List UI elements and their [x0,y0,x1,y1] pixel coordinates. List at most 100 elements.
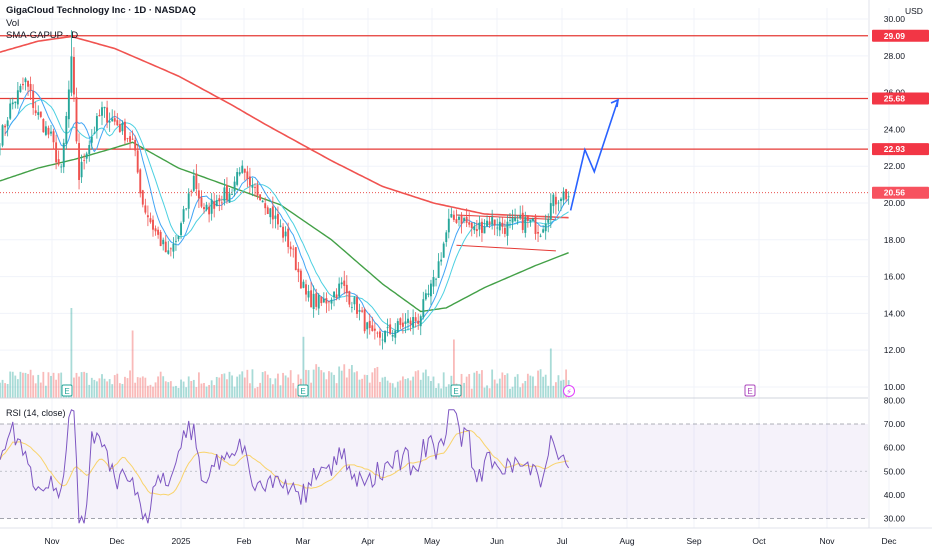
indicator-label[interactable]: SMA-GAPUP · D [6,30,79,41]
candle-body [277,213,279,225]
volume-bar [412,376,414,398]
candle-body [554,196,557,205]
candle-body [325,298,328,304]
volume-bar [424,369,427,398]
volume-bar [422,372,425,398]
rsi-band [0,424,868,519]
volume-bar [470,388,473,398]
volume-bar [307,370,310,398]
volume-bar [386,380,389,398]
candle-body [93,132,96,134]
volume-bar [154,382,157,398]
time-tick-label: Dec [881,536,897,546]
candle-body [524,217,527,233]
price-tick-label: 12.00 [884,345,906,355]
volume-bar [445,386,448,398]
candle-body [203,207,205,210]
candle-body [113,118,116,122]
volume-bar [185,387,188,398]
volume-bar [42,371,45,398]
volume-bar [4,383,6,398]
volume-bar [144,377,147,398]
volume-bar [302,336,305,398]
sma-10-line [4,89,569,335]
volume-bar [175,385,177,398]
candle-body [264,203,267,209]
volume-bar [57,373,60,398]
candle-body [248,176,251,186]
volume-bar [55,379,57,398]
candle-body [373,328,376,331]
volume-bar [565,369,567,398]
candle-body [44,126,47,135]
volume-bar [552,385,555,398]
volume-bar [315,364,318,398]
candle-body [24,78,27,83]
candle-body [511,217,514,223]
candle-body [422,299,425,318]
candle-body [52,131,55,143]
candle-body [305,284,307,295]
volume-bar [98,378,101,398]
candle-body [157,229,160,235]
volume-bar [468,374,471,398]
candle-body [465,216,468,223]
candle-body [330,299,333,304]
candle-body [251,185,254,188]
channel-bottom [456,244,556,252]
volume-bar [409,380,412,398]
candle-body [228,193,231,203]
candle-body [9,103,12,119]
volume-bar [271,384,274,398]
dividend-marker-circle [563,385,575,397]
candle-body [506,221,509,236]
volume-bar [549,348,552,398]
volume-bar [220,374,223,398]
sma-200-line [0,35,569,219]
candle-body [266,207,269,215]
candle-body [437,261,440,278]
candle-body [430,283,432,297]
candle-body [162,239,165,245]
volume-bar [498,378,501,398]
candle-body [503,227,506,234]
volume-bar [228,371,231,398]
rsi-label[interactable]: RSI (14, close) [6,408,66,418]
candle-body [534,215,537,234]
candle-body [238,172,241,175]
candle-body [27,80,29,87]
time-tick-label: Dec [109,536,125,546]
candle-body [67,89,70,120]
volume-label[interactable]: Vol [6,18,20,29]
candle-body [80,161,83,178]
candle-body [496,227,499,229]
volume-bar [187,376,190,398]
candle-body [470,222,473,229]
candle-body [333,291,335,298]
rsi-tick-label: 70.00 [884,419,906,429]
volume-bar [366,375,369,398]
volume-bar [521,383,524,398]
candle-body [231,194,233,195]
candle-body [261,200,264,203]
volume-bar [52,372,55,398]
volume-bar [210,380,213,398]
candle-body [246,171,249,180]
volume-bar [496,383,499,398]
volume-bar [473,372,476,398]
candle-body [180,223,182,236]
candle-body [103,106,106,109]
candle-body [368,320,371,328]
candle-body [345,284,348,294]
symbol-title[interactable]: GigaCloud Technology Inc · 1D · NASDAQ [6,5,196,16]
volume-bar [460,373,463,398]
volume-bar [205,386,208,398]
volume-bar [379,381,381,398]
volume-bars [0,308,570,398]
price-level-tag: 29.09 [884,31,906,41]
candle-body [111,118,114,122]
candle-body [427,293,430,295]
candle-body [292,248,295,250]
earnings-marker: E [300,387,305,396]
